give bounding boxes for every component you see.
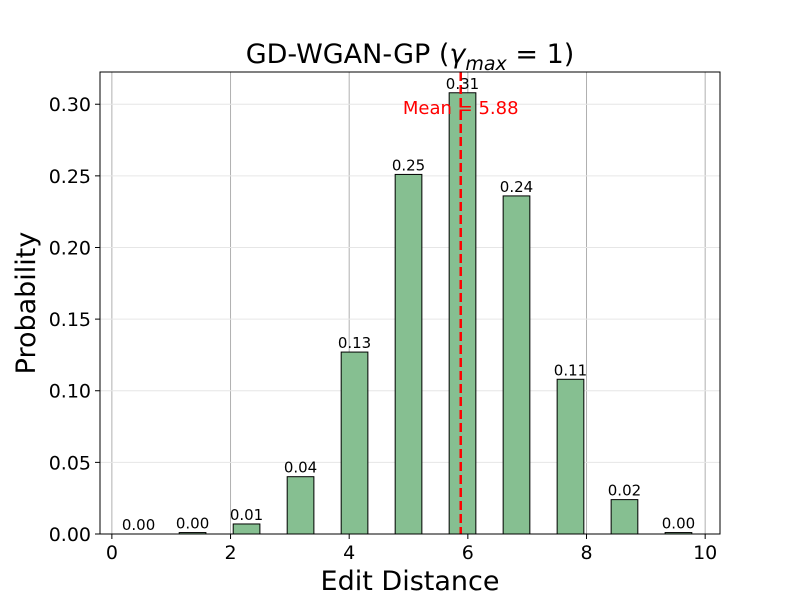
bar-value-label-3: 0.04 (284, 459, 317, 477)
y-tick-label-2: 0.10 (49, 381, 91, 403)
chart-title-main: GD-WGAN-GP ( (246, 39, 450, 70)
bar-value-label-5: 0.25 (392, 156, 425, 174)
bar-5 (394, 173, 423, 535)
plot-frame (99, 71, 721, 535)
x-tick-label-4: 8 (580, 542, 592, 564)
x-tick-label-3: 6 (462, 542, 474, 564)
y-tick-label-6: 0.30 (49, 94, 91, 116)
bar-value-label-8: 0.11 (554, 361, 587, 379)
x-tick-label-5: 10 (693, 542, 717, 564)
y-tick-label-5: 0.25 (49, 166, 91, 188)
bar-value-label-4: 0.13 (338, 334, 371, 352)
x-tick-label-0: 0 (106, 542, 118, 564)
bar-layer (178, 92, 693, 535)
y-tick-label-0: 0.00 (49, 524, 91, 546)
y-tick-label-3: 0.15 (49, 309, 91, 331)
x-tick-label-2: 4 (343, 542, 355, 564)
bar-value-label-7: 0.24 (500, 178, 533, 196)
bar-8 (556, 378, 585, 535)
x-tick-label-1: 2 (224, 542, 236, 564)
tick-layer: 0 2 4 6 8 10 0.00 0.05 0.10 0.15 0.20 0.25 0.30 (49, 94, 718, 564)
bar-3 (286, 476, 315, 535)
y-tick-label-1: 0.05 (49, 452, 91, 474)
bar-4 (340, 351, 369, 535)
chart-title: GD-WGAN-GP (γmax = 1) (246, 39, 575, 75)
bar-value-label-6: 0.31 (446, 75, 479, 93)
x-axis-title: Edit Distance (321, 566, 500, 597)
bar-value-label-9: 0.02 (608, 482, 641, 500)
mean-label: Mean = 5.88 (403, 98, 519, 119)
bar-value-label-0: 0.00 (122, 516, 155, 534)
bar-2 (232, 523, 261, 535)
chart-title-gamma: γ (449, 39, 467, 70)
y-tick-label-4: 0.20 (49, 237, 91, 259)
bar-value-label-10: 0.00 (662, 515, 695, 533)
chart-title-tail: = 1) (507, 39, 575, 70)
bar-value-label-2: 0.01 (230, 506, 263, 524)
bar-9 (610, 499, 639, 535)
bar-value-label-1: 0.00 (176, 515, 209, 533)
grid-layer (100, 72, 720, 535)
label-layer: 0.00 0.00 0.01 0.04 0.13 0.25 0.31 0.24 0.11 0.02… (122, 75, 695, 534)
chart-title-subscript: max (465, 53, 507, 75)
y-axis-title: Probability (11, 232, 42, 375)
bar-7 (502, 195, 531, 535)
bar-6 (448, 92, 477, 535)
